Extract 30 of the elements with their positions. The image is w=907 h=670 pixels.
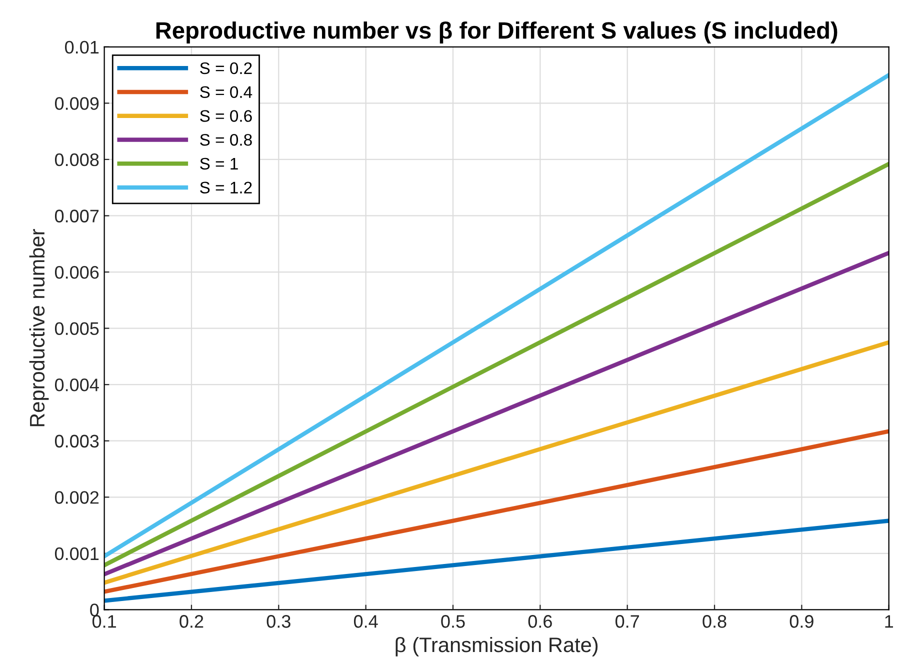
x-axis-title: β (Transmission Rate) <box>396 636 598 656</box>
y-axis-title: Reproductive number <box>29 229 49 426</box>
legend-label: S = 0.2 <box>200 62 252 74</box>
y-tick-label: 0 <box>90 604 99 616</box>
x-tick-label: 0.4 <box>354 615 378 628</box>
y-tick-label: 0.001 <box>54 547 99 560</box>
legend-label: S = 1.2 <box>200 182 252 194</box>
y-tick-label: 0.005 <box>54 322 99 336</box>
x-tick-label: 0.5 <box>441 615 465 628</box>
y-tick-label: 0.003 <box>54 434 99 448</box>
x-tick-label: 0.6 <box>528 615 552 628</box>
y-tick-label: 0.01 <box>65 40 99 54</box>
legend-label: S = 1 <box>200 158 238 170</box>
x-tick-label: 0.8 <box>702 615 726 628</box>
legend-label: S = 0.6 <box>200 110 252 122</box>
y-tick-label: 0.008 <box>54 153 99 166</box>
y-tick-label: 0.002 <box>54 491 99 504</box>
y-tick-label: 0.006 <box>54 266 99 279</box>
chart-title: Reproductive number vs β for Different S values (S included) <box>156 21 838 44</box>
x-tick-label: 1 <box>885 615 893 628</box>
y-tick-label: 0.004 <box>54 378 99 392</box>
legend-label: S = 0.4 <box>200 86 252 98</box>
x-tick-label: 0.7 <box>616 615 639 628</box>
x-tick-label: 0.2 <box>180 615 204 628</box>
y-tick-label: 0.009 <box>54 97 99 110</box>
x-tick-label: 0.9 <box>790 615 814 628</box>
legend-label: S = 0.8 <box>200 134 252 146</box>
x-tick-label: 0.1 <box>92 615 116 628</box>
x-tick-label: 0.3 <box>266 615 290 628</box>
y-tick-label: 0.007 <box>54 210 99 222</box>
